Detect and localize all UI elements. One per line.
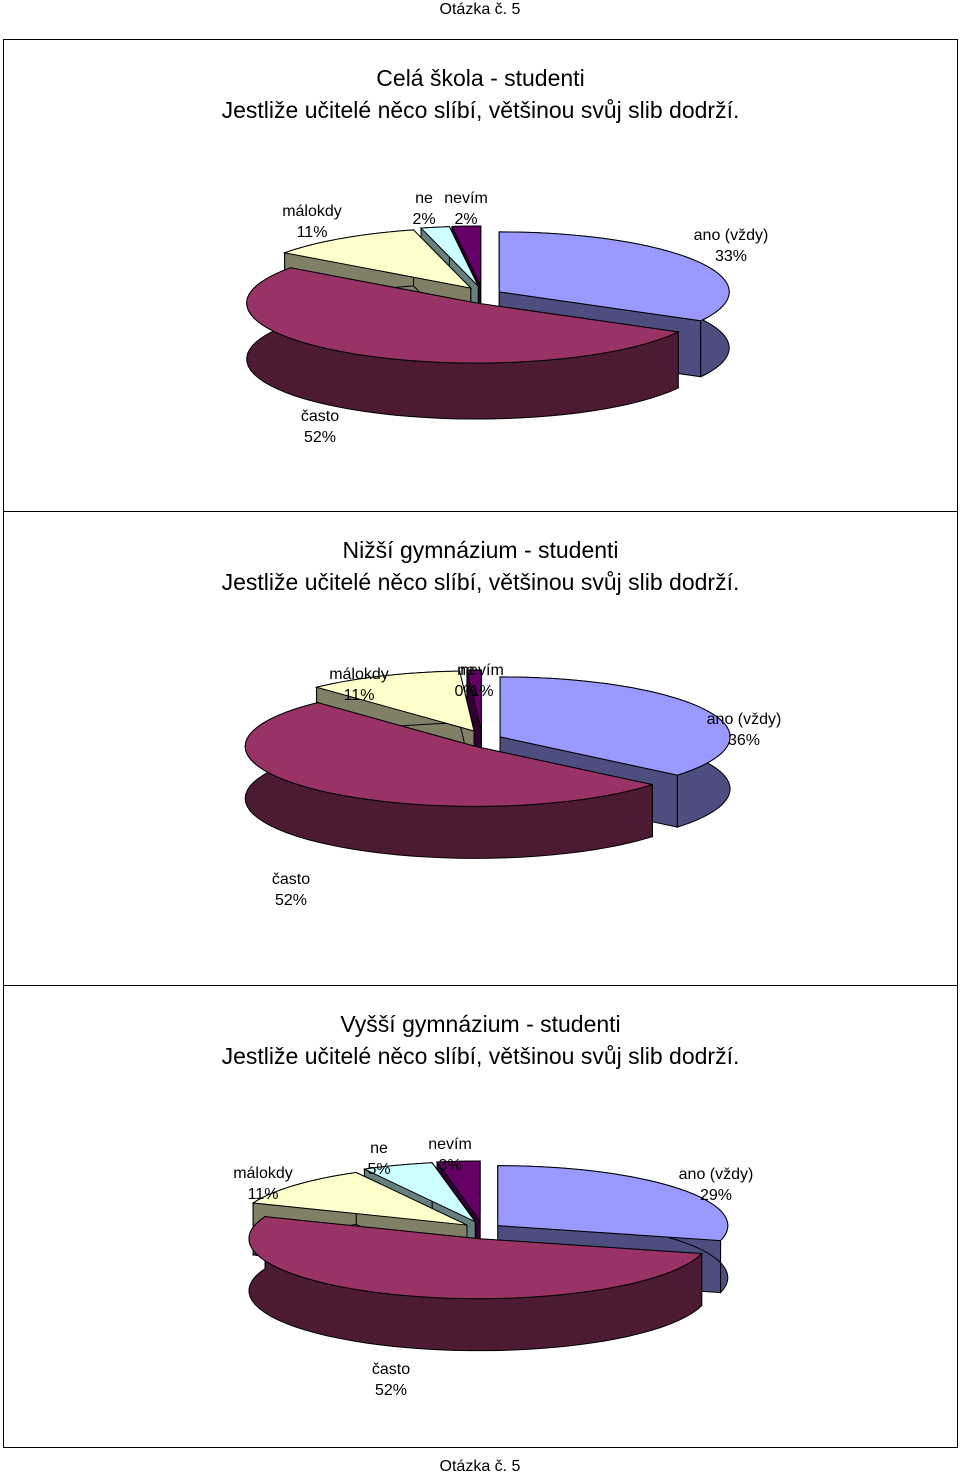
pie-slice-top bbox=[246, 267, 680, 364]
slice-value-nevim: 2% bbox=[454, 211, 477, 228]
slice-value-ne: 2% bbox=[412, 211, 435, 228]
slice-value-ano: 33% bbox=[715, 248, 747, 265]
pie-chart-lower-gymnasium: ano (vždy) 36% často 52% málokdy 11% ne 0% nevím… bbox=[244, 662, 782, 909]
slice-value-casto: 52% bbox=[275, 892, 307, 909]
slice-label-nevim: nevím bbox=[444, 190, 488, 207]
slice-label-nevim: nevím bbox=[460, 662, 504, 679]
chart-title: Vyšší gymnázium - studenti bbox=[340, 1011, 621, 1037]
slice-value-nevim: 3% bbox=[438, 1157, 461, 1174]
slice-label-malokdy: málokdy bbox=[329, 666, 389, 683]
page-footer: Otázka č. 5 bbox=[439, 1458, 521, 1475]
slice-value-nevim: 1% bbox=[470, 683, 493, 700]
pie-slice-top bbox=[498, 231, 730, 322]
pie-slice-top bbox=[244, 702, 653, 807]
slice-value-malokdy: 11% bbox=[344, 687, 375, 704]
slice-label-ne: ne bbox=[370, 1140, 388, 1157]
pie-slice-casto bbox=[246, 267, 680, 420]
slice-label-casto: často bbox=[301, 408, 339, 425]
pie-slice-top bbox=[451, 225, 482, 287]
chart-panel-whole-school: Celá škola - studenti Jestliže učitelé n… bbox=[3, 39, 958, 512]
slice-label-nevim: nevím bbox=[428, 1136, 472, 1153]
pie-chart-upper-gymnasium: ano (vždy) 29% často 52% málokdy 11% ne 5% nevím… bbox=[233, 1136, 754, 1399]
slice-value-ne: 5% bbox=[367, 1161, 390, 1178]
pie-slice-top bbox=[419, 226, 479, 287]
slice-value-ano: 36% bbox=[728, 732, 760, 749]
pie-slice-top bbox=[466, 669, 482, 731]
slice-label-ano: ano (vždy) bbox=[707, 711, 782, 728]
chart-subtitle: Jestliže učitelé něco slíbí, většinou sv… bbox=[221, 97, 740, 123]
pie-slice-top bbox=[497, 1165, 729, 1242]
pie-slice-casto bbox=[248, 1215, 703, 1352]
pie-slice-top bbox=[362, 1162, 476, 1223]
slice-value-ne: 0% bbox=[454, 683, 477, 700]
pie-slice-top bbox=[248, 1216, 703, 1300]
chart-subtitle: Jestliže učitelé něco slíbí, většinou sv… bbox=[221, 569, 740, 595]
chart-panel-lower-gymnasium: Nižší gymnázium - studenti Jestliže učit… bbox=[3, 511, 958, 986]
slice-label-ne: ne bbox=[457, 662, 475, 679]
slice-label-ano: ano (vždy) bbox=[679, 1166, 754, 1183]
chart-panel-upper-gymnasium: Vyšší gymnázium - studenti Jestliže učit… bbox=[3, 985, 958, 1448]
pie-slice-top bbox=[436, 1160, 481, 1223]
pie-chart-whole-school: ano (vždy) 33% často 52% málokdy 11% ne 2% nevím… bbox=[246, 190, 769, 446]
slice-label-casto: často bbox=[272, 871, 310, 888]
slice-value-malokdy: 11% bbox=[297, 224, 328, 241]
slice-label-malokdy: málokdy bbox=[282, 203, 342, 220]
pie-slice-top bbox=[251, 1171, 468, 1226]
chart-title: Celá škola - studenti bbox=[376, 65, 585, 91]
pie-slice-casto bbox=[244, 701, 653, 859]
slice-value-malokdy: 11% bbox=[248, 1186, 279, 1203]
slice-label-malokdy: málokdy bbox=[233, 1165, 293, 1182]
slice-value-casto: 52% bbox=[375, 1382, 407, 1399]
slice-label-ano: ano (vždy) bbox=[694, 227, 769, 244]
chart-title: Nižší gymnázium - studenti bbox=[342, 537, 619, 563]
slice-label-casto: často bbox=[372, 1361, 410, 1378]
pie-slice-top bbox=[282, 229, 473, 289]
pie-slice-top bbox=[314, 670, 475, 732]
page-header: Otázka č. 5 bbox=[439, 1, 521, 18]
slice-value-casto: 52% bbox=[304, 429, 336, 446]
slice-value-ano: 29% bbox=[700, 1187, 732, 1204]
chart-subtitle: Jestliže učitelé něco slíbí, většinou sv… bbox=[221, 1043, 740, 1069]
pie-slice-top bbox=[499, 676, 731, 776]
slice-label-ne: ne bbox=[415, 190, 433, 207]
